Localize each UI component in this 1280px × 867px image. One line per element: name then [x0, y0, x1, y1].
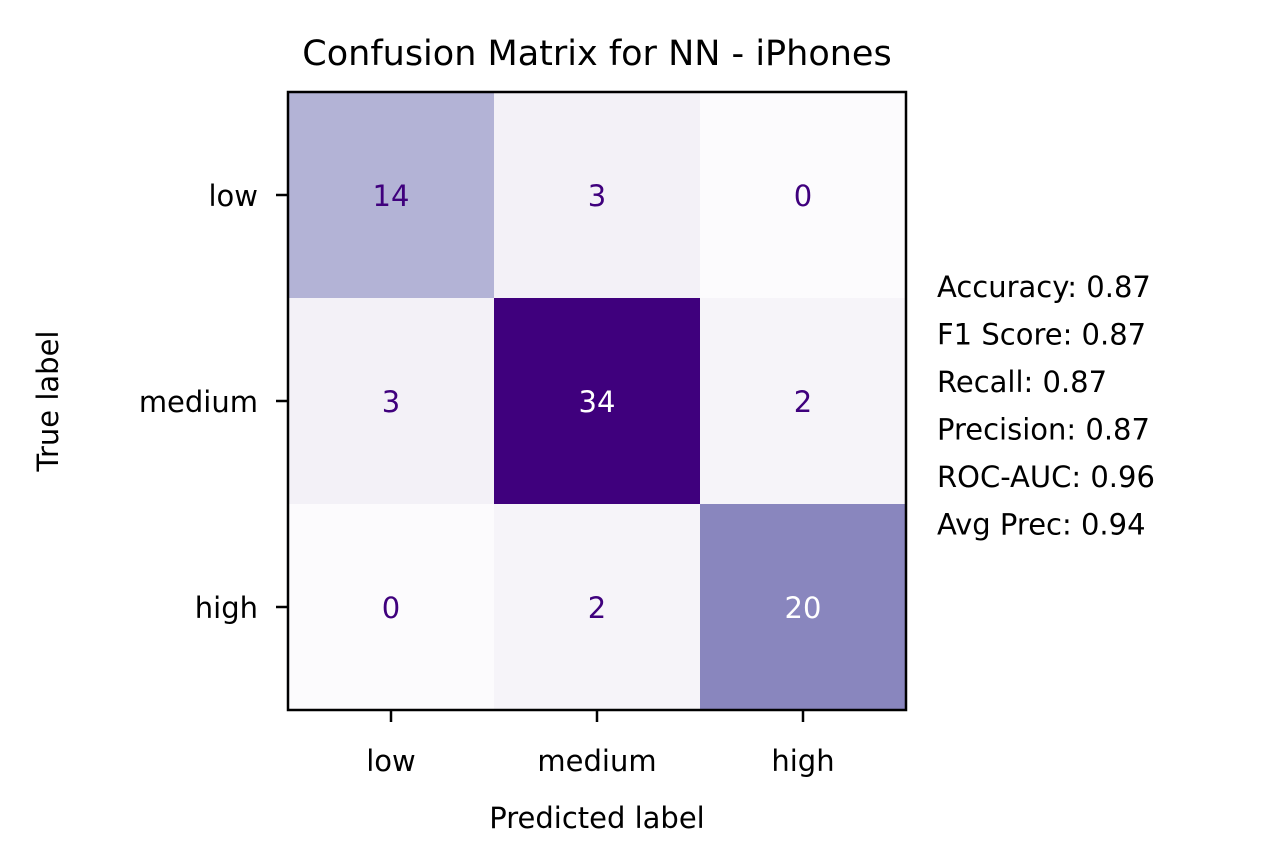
matrix-cell	[288, 298, 495, 505]
y-axis-ticks: low medium high	[139, 179, 288, 625]
cell-value-label: 20	[785, 591, 822, 625]
matrix-cell	[700, 298, 907, 505]
matrix-cell	[494, 298, 701, 505]
x-tick-label: high	[771, 744, 834, 778]
x-axis-label: Predicted label	[489, 801, 705, 835]
metric-line: Precision: 0.87	[937, 413, 1150, 447]
x-tick-label: medium	[537, 744, 656, 778]
matrix-cell	[700, 504, 907, 711]
chart-title: Confusion Matrix for NN - iPhones	[302, 34, 891, 74]
y-tick-label: high	[195, 591, 258, 625]
y-tick-label: low	[208, 179, 258, 213]
cell-value-label: 3	[382, 385, 400, 419]
cell-value-label: 3	[588, 179, 606, 213]
metric-line: Recall: 0.87	[937, 365, 1107, 399]
matrix-cell	[288, 504, 495, 711]
matrix-cell	[494, 504, 701, 711]
matrix-cell	[288, 92, 495, 299]
x-axis-ticks: low medium high	[366, 710, 835, 778]
matrix-cells	[288, 92, 907, 711]
metrics-panel: Accuracy: 0.87 F1 Score: 0.87 Recall: 0.87…	[937, 270, 1155, 542]
metric-line: Avg Prec: 0.94	[937, 508, 1146, 542]
metric-line: F1 Score: 0.87	[937, 318, 1146, 352]
matrix-cell-values: 14 3 03 34 20 2 20	[373, 179, 822, 625]
matrix-cell	[700, 92, 907, 299]
cell-value-label: 0	[382, 591, 400, 625]
metric-line: Accuracy: 0.87	[937, 270, 1151, 304]
cell-value-label: 0	[794, 179, 812, 213]
cell-value-label: 2	[588, 591, 606, 625]
x-tick-label: low	[366, 744, 416, 778]
y-axis-label: True label	[31, 331, 65, 473]
matrix-cell	[494, 92, 701, 299]
cell-value-label: 34	[579, 385, 616, 419]
cell-value-label: 2	[794, 385, 812, 419]
cell-value-label: 14	[373, 179, 410, 213]
y-tick-label: medium	[139, 385, 258, 419]
metric-line: ROC-AUC: 0.96	[937, 460, 1155, 494]
